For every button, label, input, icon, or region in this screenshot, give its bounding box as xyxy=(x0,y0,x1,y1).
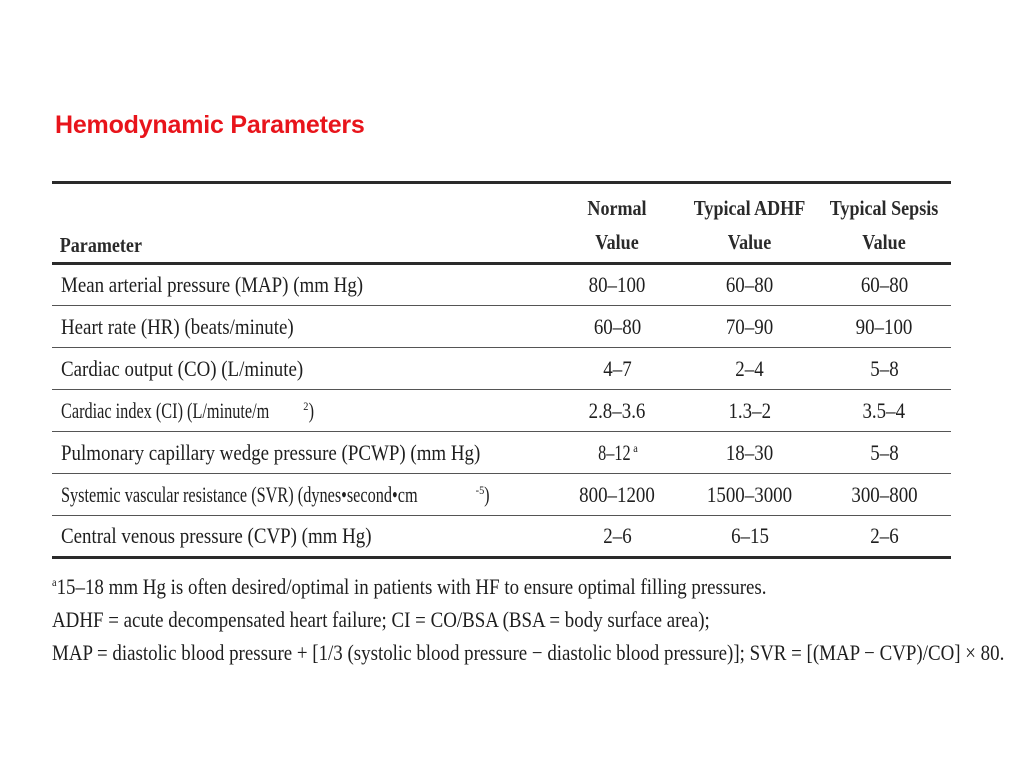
sepsis-value-cell: 3.5–4 xyxy=(862,397,906,423)
parameter-cell: Cardiac output (CO) (L/minute) xyxy=(61,355,304,381)
table-row: Systemic vascular resistance (SVR) (dyne… xyxy=(52,474,951,516)
hemodynamic-table: Parameter Normal Value Typical ADHF Value … xyxy=(52,181,951,559)
sepsis-value-cell: 300–800 xyxy=(850,481,918,507)
sepsis-value-cell: 90–100 xyxy=(855,313,913,339)
normal-value-cell: 2.8–3.6 xyxy=(588,397,646,423)
sepsis-value-cell: 60–80 xyxy=(860,272,908,297)
normal-value-cell: 4–7 xyxy=(602,355,632,381)
parameter-cell: Heart rate (HR) (beats/minute) xyxy=(61,313,294,339)
header-sepsis-value: Typical Sepsis Value xyxy=(829,196,939,254)
adhf-value-cell: 70–90 xyxy=(725,313,774,339)
table-row: Heart rate (HR) (beats/minute) 60–80 70–… xyxy=(52,306,951,348)
footnote-a: a15–18 mm Hg is often desired/optimal in… xyxy=(52,574,767,599)
normal-value-cell: 2–6 xyxy=(602,523,632,548)
adhf-value-cell: 18–30 xyxy=(725,439,774,465)
footnote-abbreviations: ADHF = acute decompensated heart failure… xyxy=(52,607,710,632)
header-normal-value: Normal Value xyxy=(587,196,647,254)
header-adhf-value: Typical ADHF Value xyxy=(693,196,806,254)
adhf-value-cell: 1500–3000 xyxy=(706,481,793,507)
table-row: Cardiac index (CI) (L/minute/m 2) 2.8–3.6… xyxy=(52,390,951,432)
parameter-cell: Pulmonary capillary wedge pressure (PCWP… xyxy=(61,439,481,465)
parameter-cell: Central venous pressure (CVP) (mm Hg) xyxy=(61,523,372,548)
table-footnotes: a15–18 mm Hg is often desired/optimal in… xyxy=(52,570,1005,669)
adhf-value-cell: 2–4 xyxy=(735,355,764,381)
table-row: Pulmonary capillary wedge pressure (PCWP… xyxy=(52,432,951,474)
adhf-value-cell: 60–80 xyxy=(725,272,774,297)
normal-value-cell: 80–100 xyxy=(588,272,646,297)
parameter-cell: Mean arterial pressure (MAP) (mm Hg) xyxy=(61,272,364,297)
sepsis-value-cell: 2–6 xyxy=(869,523,899,548)
table-header: Parameter Normal Value Typical ADHF Value … xyxy=(52,182,951,264)
slide-title: Hemodynamic Parameters xyxy=(55,111,365,139)
footnote-formulas: MAP = diastolic blood pressure + [1/3 (s… xyxy=(52,640,1005,665)
normal-value-cell: 8–12 a xyxy=(598,439,639,465)
normal-value-cell: 60–80 xyxy=(593,313,641,339)
sepsis-value-cell: 5–8 xyxy=(869,439,899,465)
adhf-value-cell: 6–15 xyxy=(730,523,769,548)
header-parameter: Parameter xyxy=(59,233,142,257)
adhf-value-cell: 1.3–2 xyxy=(728,397,771,423)
sepsis-value-cell: 5–8 xyxy=(869,355,899,381)
table-row: Central venous pressure (CVP) (mm Hg) 2–… xyxy=(52,516,951,558)
normal-value-cell: 800–1200 xyxy=(579,481,655,507)
table-row: Mean arterial pressure (MAP) (mm Hg) 80–… xyxy=(52,264,951,306)
table-row: Cardiac output (CO) (L/minute) 4–7 2–4 5… xyxy=(52,348,951,390)
parameter-cell: Cardiac index (CI) (L/minute/m 2) xyxy=(61,397,314,423)
parameter-cell: Systemic vascular resistance (SVR) (dyne… xyxy=(61,481,490,507)
